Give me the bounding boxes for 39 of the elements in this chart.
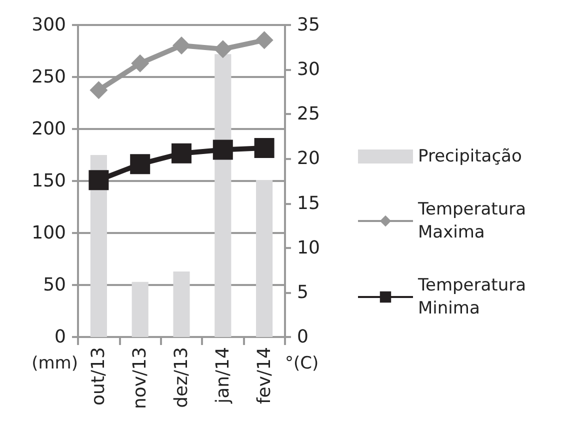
x-tick-label: dez/13 <box>171 347 192 408</box>
y2-tick-label: 30 <box>297 59 320 80</box>
legend-label: Temperatura Minima <box>417 276 532 318</box>
x-tick-label: nov/13 <box>130 347 151 410</box>
bar <box>173 271 190 337</box>
x-tick-label: jan/14 <box>212 347 234 404</box>
x-tick-label: fev/14 <box>254 347 275 404</box>
y-tick-label: 150 <box>32 170 66 192</box>
point <box>254 138 274 158</box>
y2-tick-label: 0 <box>297 326 308 348</box>
y-tick-label: 300 <box>32 14 66 36</box>
y2-tick-label: 35 <box>297 14 320 36</box>
y-tick-label: 250 <box>32 66 66 88</box>
y2-tick-label: 5 <box>297 282 308 303</box>
point <box>131 54 150 72</box>
y-axis-title: (mm) <box>32 354 78 374</box>
y-tick-label: 200 <box>32 118 66 140</box>
bar <box>256 180 273 337</box>
y2-axis-title: °(C) <box>285 354 319 374</box>
point <box>172 143 192 164</box>
x-tick-label: out/13 <box>88 347 110 406</box>
point <box>172 36 190 55</box>
point <box>88 170 109 190</box>
legend-label: Temperatura Maxima <box>417 200 532 242</box>
y2-tick-label: 25 <box>297 104 320 125</box>
y2-tick-label: 15 <box>297 192 320 214</box>
point <box>255 31 274 50</box>
bar <box>132 282 148 337</box>
point <box>130 154 150 174</box>
y2-tick-label: 10 <box>297 237 320 258</box>
legend-label: Precipitação <box>418 146 522 166</box>
point <box>212 140 233 160</box>
y-tick-label: 50 <box>43 274 66 296</box>
y2-tick-label: 20 <box>297 148 320 170</box>
bar <box>214 54 232 337</box>
y-tick-label: 100 <box>32 222 66 244</box>
y-tick-label: 0 <box>54 326 66 348</box>
point <box>90 81 108 100</box>
point <box>214 40 232 58</box>
